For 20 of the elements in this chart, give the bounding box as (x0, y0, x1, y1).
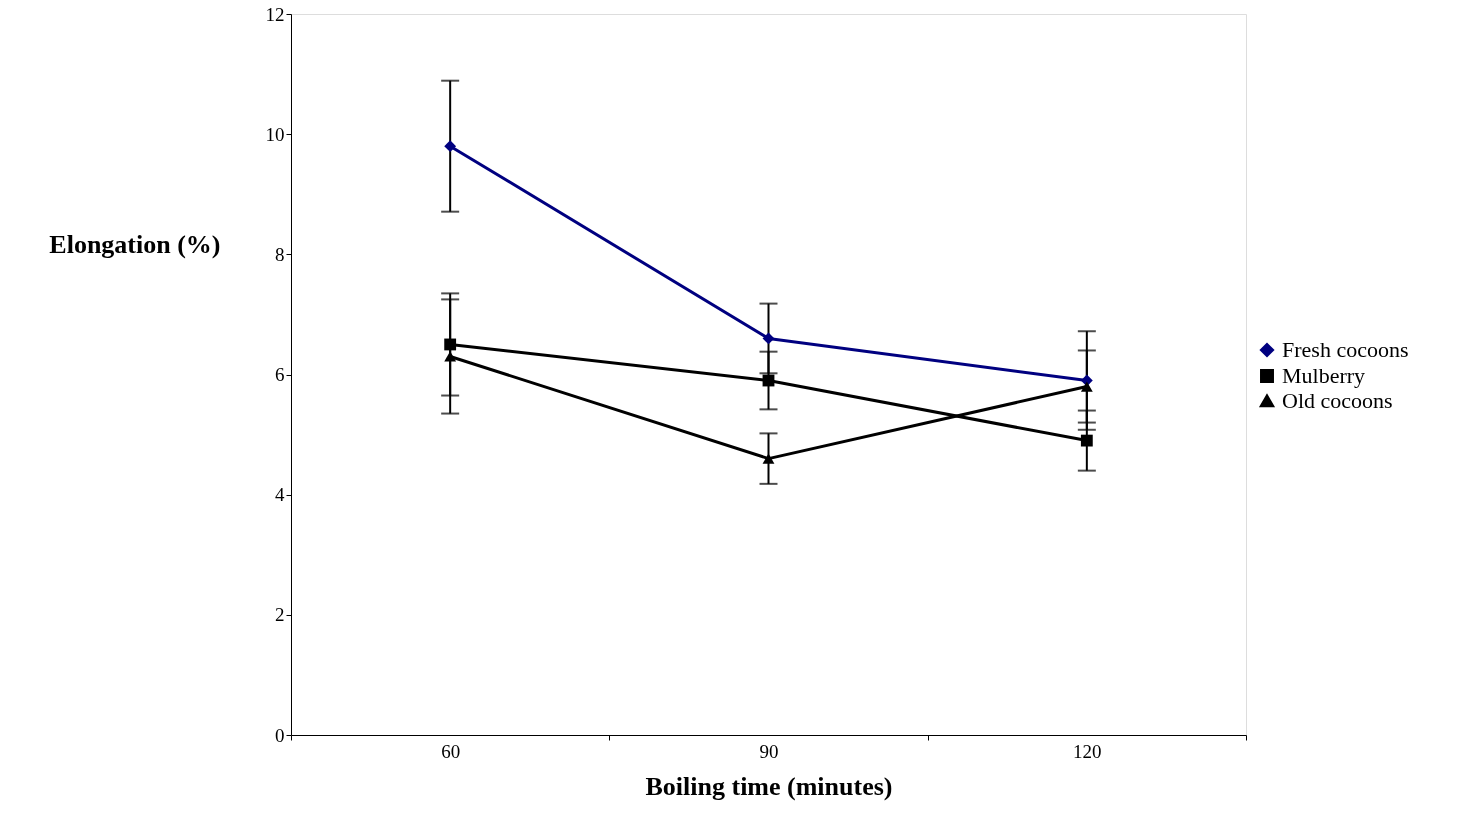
x-tick-label: 90 (759, 740, 779, 762)
y-tick-label: 6 (275, 364, 285, 385)
y-tick-label: 4 (275, 484, 285, 506)
point (1080, 381, 1093, 392)
y-tick-label: 10 (265, 123, 285, 145)
legend-label: Fresh cocoons (1282, 337, 1409, 362)
y-tick-label: 0 (275, 724, 285, 746)
point (1080, 434, 1093, 447)
y-tick-label: 8 (275, 243, 285, 265)
x-tick-label: 120 (1073, 740, 1102, 762)
y-tick-label: 12 (265, 3, 285, 25)
point (762, 453, 775, 464)
legend-label: Mulberry (1282, 363, 1366, 388)
point (444, 140, 457, 153)
y-axis-title: Elongation (%) (49, 229, 221, 259)
legend-label: Old cocoons (1282, 388, 1393, 413)
x-axis-title: Boiling time (minutes) (645, 771, 893, 801)
point (444, 338, 457, 351)
x-tick-label: 60 (441, 740, 461, 762)
y-tick-label: 2 (275, 604, 285, 626)
